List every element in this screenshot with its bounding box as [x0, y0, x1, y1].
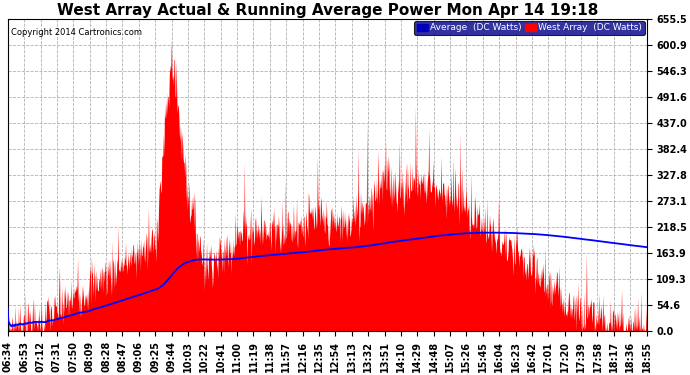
- Title: West Array Actual & Running Average Power Mon Apr 14 19:18: West Array Actual & Running Average Powe…: [57, 3, 598, 18]
- Text: Copyright 2014 Cartronics.com: Copyright 2014 Cartronics.com: [11, 28, 142, 38]
- Legend: Average  (DC Watts), West Array  (DC Watts): Average (DC Watts), West Array (DC Watts…: [414, 21, 645, 35]
